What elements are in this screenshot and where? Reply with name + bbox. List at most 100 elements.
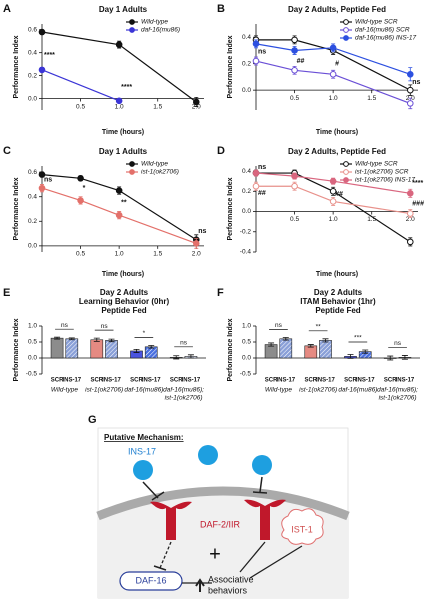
y-axis-label: Performance Index	[227, 35, 234, 98]
panel-letter: A	[3, 3, 11, 15]
x-tick-label: 0.5	[76, 251, 85, 258]
data-point	[329, 44, 337, 52]
legend-marker	[343, 19, 349, 25]
y-tick-label: -0.5	[26, 371, 38, 378]
bar	[304, 345, 318, 359]
series-line	[256, 172, 411, 243]
panel-letter: D	[217, 145, 225, 157]
data-point	[115, 97, 123, 105]
data-point	[38, 184, 46, 192]
bar	[264, 344, 278, 359]
error-bar	[54, 336, 61, 340]
legend-marker	[129, 161, 135, 167]
legend-label: Wild-type	[141, 19, 168, 26]
group-label: ist-1(ok2706)	[299, 387, 337, 394]
group-label: ist-1(ok2706)	[165, 395, 203, 402]
y-tick-label: 0.0	[28, 355, 37, 362]
data-point	[252, 182, 260, 190]
data-point	[406, 70, 414, 78]
significance-label: ns	[180, 340, 188, 347]
y-tick-label: 0.0	[242, 355, 251, 362]
data-point	[329, 198, 337, 205]
y-tick-label: 0.4	[28, 193, 37, 200]
data-point	[329, 187, 337, 195]
x-tick-label: 0.5	[290, 95, 299, 102]
panel-letter: C	[3, 145, 11, 157]
x-tick-label: INS-17	[356, 378, 375, 384]
significance-label: ns	[61, 322, 69, 329]
x-axis-label: Time (hours)	[102, 129, 144, 136]
annotation: ns	[258, 164, 266, 171]
legend-label: ist-1(ok2706) SCR	[355, 169, 409, 176]
y-tick-label: 0.4	[242, 34, 251, 41]
data-point	[406, 100, 414, 107]
data-point	[115, 187, 123, 194]
data-point	[77, 197, 84, 204]
group-label: daf-16(mu86)	[338, 387, 377, 394]
bar	[279, 338, 293, 359]
y-tick-label: -0.4	[240, 249, 252, 256]
x-tick-label: SCR	[51, 378, 64, 384]
ligand	[133, 460, 153, 480]
data-point	[77, 174, 84, 182]
annotation: *	[83, 185, 86, 192]
y-tick-label: 0.5	[242, 339, 251, 346]
data-point	[406, 238, 414, 246]
x-tick-label: INS-17	[276, 378, 295, 384]
x-tick-label: 1.5	[367, 216, 376, 223]
ligand-label: INS-17	[128, 446, 156, 456]
series-line	[41, 69, 120, 102]
error-bar	[133, 348, 140, 353]
x-tick-label: 1.0	[329, 216, 338, 223]
x-tick-label: SCR	[130, 378, 143, 384]
cofactor-cloud	[281, 508, 324, 545]
chart-title: Peptide Fed	[315, 306, 360, 315]
error-bar	[187, 354, 194, 359]
group-label: daf-16(mu86);	[377, 387, 418, 394]
y-tick-label: 0.2	[28, 218, 37, 225]
series-line	[41, 174, 197, 241]
group-label: Wild-type	[51, 387, 78, 394]
y-tick-label: 0.0	[242, 87, 251, 94]
x-tick-label: 2.0	[192, 251, 201, 258]
legend-marker	[343, 161, 349, 167]
data-point	[329, 177, 337, 185]
legend-label: Wild-type	[141, 161, 168, 168]
x-tick-label: SCR	[304, 378, 317, 384]
x-axis-label: Time (hours)	[102, 271, 144, 278]
chart-title: Day 1 Adults	[99, 5, 148, 14]
data-point	[192, 240, 200, 247]
y-tick-label: 0.0	[242, 208, 251, 215]
x-tick-label: INS-17	[396, 378, 415, 384]
data-point	[291, 182, 298, 190]
diagram-title: Putative Mechanism:	[104, 433, 184, 442]
significance-label: **	[316, 324, 322, 331]
plus: +	[209, 543, 221, 565]
series-line	[41, 187, 197, 244]
inhibit-arrow	[252, 476, 268, 494]
data-point	[115, 41, 123, 48]
y-tick-label: 0.4	[242, 168, 251, 175]
legend-label: Wild-type SCR	[355, 19, 398, 26]
legend-marker	[129, 19, 135, 25]
data-point	[192, 98, 200, 106]
significance-label: ns	[101, 323, 109, 330]
legend-marker	[129, 27, 135, 33]
y-axis-label: Performance Index	[13, 318, 20, 381]
error-bar	[347, 354, 354, 359]
data-point	[406, 210, 414, 217]
y-tick-label: 0.2	[242, 188, 251, 195]
x-tick-label: 0.5	[76, 103, 85, 110]
legend-label: Wild-type SCR	[355, 161, 398, 168]
group-label: daf-16(mu86)	[124, 387, 163, 394]
series-line	[256, 185, 411, 215]
error-bar	[148, 345, 155, 349]
chart-title: Day 1 Adults	[99, 147, 148, 156]
data-point	[252, 40, 260, 48]
y-tick-label: 0.2	[28, 72, 37, 79]
legend-marker	[343, 169, 349, 175]
x-tick-label: SCR	[90, 378, 103, 384]
x-tick-label: INS-17	[142, 378, 161, 384]
legend-marker	[343, 35, 349, 41]
annotation: ##	[335, 191, 343, 198]
